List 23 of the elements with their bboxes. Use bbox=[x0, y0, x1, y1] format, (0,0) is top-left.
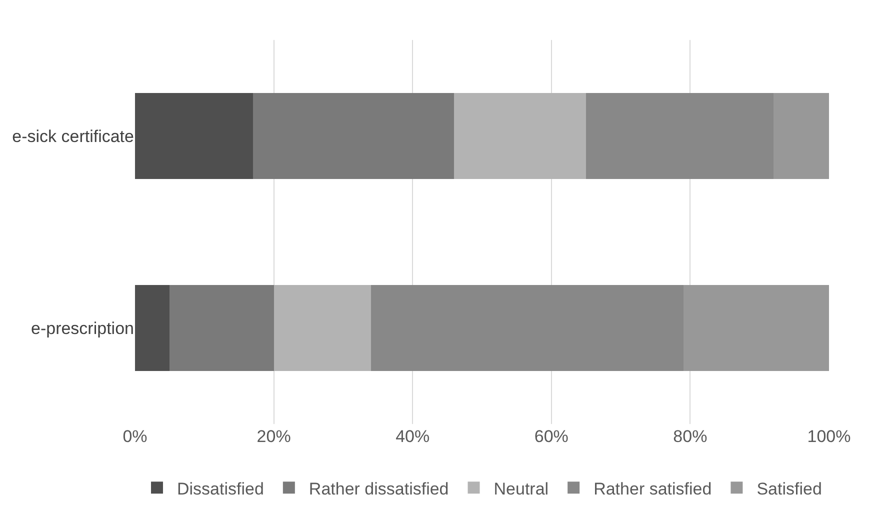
legend-label: Rather dissatisfied bbox=[308, 479, 449, 498]
y-tick-label: e-prescription bbox=[31, 318, 134, 338]
bar bbox=[454, 92, 586, 180]
y-tick-label: e-sick certificate bbox=[12, 126, 134, 146]
bar bbox=[370, 284, 684, 372]
bar bbox=[252, 92, 454, 180]
bar bbox=[170, 284, 274, 372]
legend-label: Satisfied bbox=[756, 479, 822, 498]
bar bbox=[773, 92, 829, 180]
legend-label: Neutral bbox=[494, 479, 549, 498]
bar bbox=[274, 284, 371, 372]
x-tick-label: 60% bbox=[534, 427, 568, 446]
bar bbox=[683, 284, 829, 372]
bar bbox=[135, 92, 253, 180]
x-tick-label: 80% bbox=[673, 427, 708, 446]
x-tick-label: 20% bbox=[256, 427, 291, 446]
x-tick-label: 100% bbox=[807, 427, 851, 446]
bar bbox=[135, 284, 170, 372]
x-tick-label: 0% bbox=[122, 427, 148, 446]
legend-label: Dissatisfied bbox=[177, 479, 264, 498]
legend-label: Rather satisfied bbox=[594, 479, 712, 498]
bar bbox=[586, 92, 774, 180]
x-tick-label: 40% bbox=[396, 427, 430, 446]
